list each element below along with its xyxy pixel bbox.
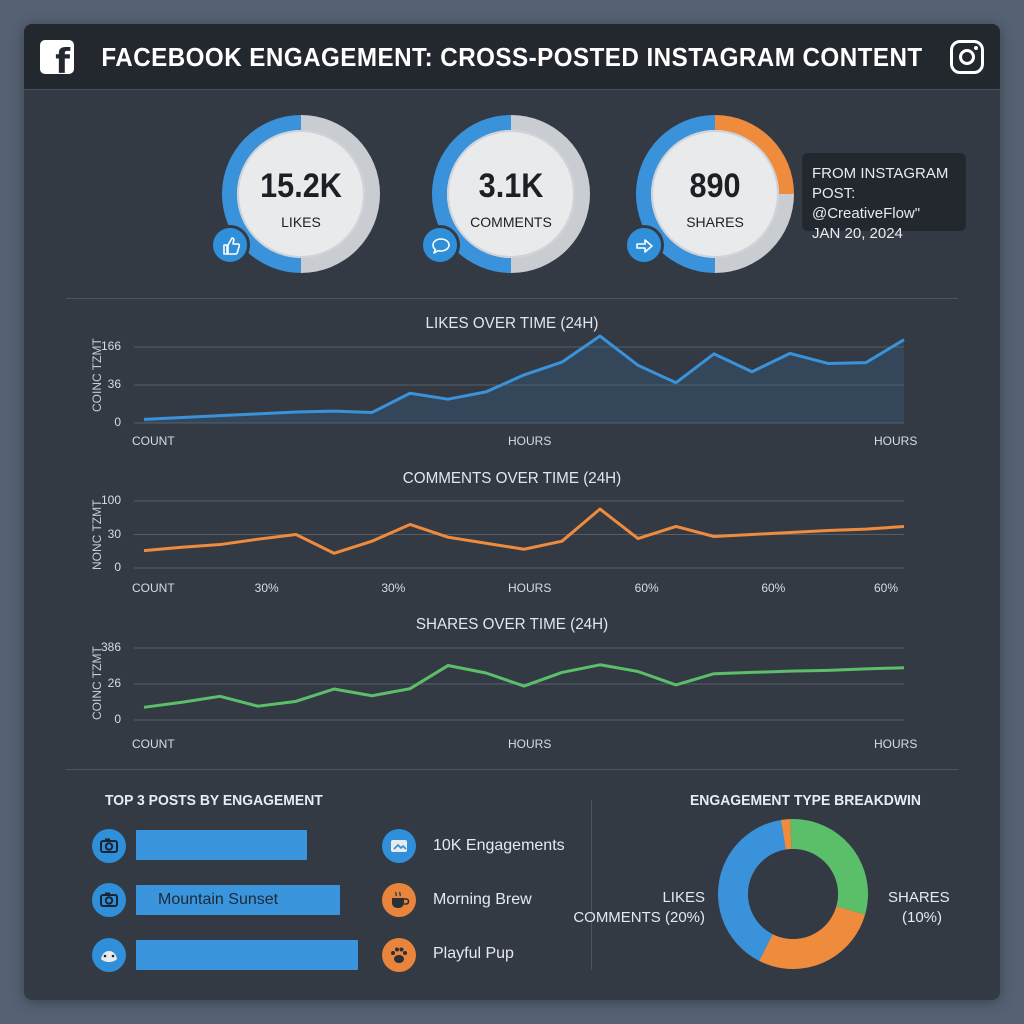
breakdown-title: ENGAGEMENT TYPE BREAKDWIN [690,792,921,809]
x-tick-label: COUNT [132,737,175,751]
instagram-icon[interactable] [950,40,984,74]
source-note-handle: @CreativeFlow" [812,205,921,222]
x-tick-label: 60% [874,581,899,595]
x-tick-label: HOURS [508,434,552,448]
series-line [143,663,905,709]
shares-value: 890 [689,167,741,205]
x-tick-label: 30% [381,581,406,595]
donut-left-labels: LIKES COMMENTS (20%) [573,888,705,928]
title-bar: f FACEBOOK ENGAGEMENT: CROSS-POSTED INST… [24,24,1000,90]
thumbs-up-icon [210,225,250,265]
donut-label-shares-pct: (10%) [902,909,943,926]
dashboard-panel: f FACEBOOK ENGAGEMENT: CROSS-POSTED INST… [24,24,1000,1000]
x-tick-label: 30% [254,581,279,595]
comment-icon [420,225,460,265]
coffee-icon [382,883,416,917]
series-line [143,334,905,421]
donut-slice [718,819,868,969]
share-icon [624,225,664,265]
x-tick-label: 60% [634,581,659,595]
section-separator [591,800,592,970]
x-tick-label: COUNT [132,434,175,448]
donut-label-comments: COMMENTS (20%) [573,909,705,926]
top-post-bar-label: Mountain Sunset [158,891,279,908]
series-line [143,507,905,555]
camera-icon [92,829,126,863]
area-fill [144,336,904,423]
comments-value: 3.1K [478,167,544,205]
x-tick-label: HOURS [508,581,552,595]
divider [66,298,958,299]
likes-metric: 15.2K LIKES [210,115,380,273]
paw-icon [382,938,416,972]
top-post-bar[interactable] [136,830,307,860]
engagement-donut [718,818,868,969]
donut-label-likes: LIKES [662,889,705,906]
source-note-line1: FROM INSTAGRAM POST: [812,165,949,202]
y-tick-label: 26 [107,676,121,690]
source-note: FROM INSTAGRAM POST: @CreativeFlow" JAN … [802,153,966,242]
facebook-icon[interactable]: f [40,40,74,74]
image-icon [382,829,416,863]
divider [66,769,958,770]
y-tick-label: 386 [100,640,121,654]
top-post-bar[interactable]: Mountain Sunset [136,885,340,915]
shares-metric: 890 SHARES [624,115,794,273]
top-post-label[interactable]: Playful Pup [433,945,514,962]
comments-metric: 3.1K COMMENTS [420,115,590,273]
y-tick-label: 0 [114,415,121,429]
line-charts-canvas [134,334,905,721]
likes-value: 15.2K [260,167,342,205]
y-tick-label: 0 [114,560,121,574]
top-post-bar[interactable] [136,940,358,970]
shares-label: SHARES [686,214,744,230]
donut-slice [718,819,868,969]
x-tick-label: 60% [761,581,786,595]
donut-hole [748,849,838,939]
chart-title: COMMENTS OVER TIME (24H) [402,470,622,487]
chart-title: LIKES OVER TIME (24H) [425,315,599,332]
y-tick-label: 100 [100,493,121,507]
top-posts-title: TOP 3 POSTS BY ENGAGEMENT [105,792,323,809]
y-tick-label: 30 [107,526,121,541]
donut-label-shares: SHARES [888,889,950,906]
top-post-label[interactable]: Morning Brew [433,891,532,908]
y-tick-label: 36 [107,377,121,391]
x-tick-label: HOURS [874,434,918,448]
donut-slice [718,818,868,969]
x-tick-label: HOURS [874,737,918,751]
y-tick-label: 0 [114,712,121,726]
camera-icon [92,883,126,917]
y-tick-label: 166 [100,339,121,353]
top-post-label[interactable]: 10K Engagements [433,837,565,854]
x-tick-label: HOURS [508,737,552,751]
comments-label: COMMENTS [470,214,552,230]
source-note-date: JAN 20, 2024 [812,225,903,242]
pet-icon [92,938,126,972]
donut-right-labels: SHARES (10%) [888,888,950,928]
donut-slice [718,819,868,969]
page-title: FACEBOOK ENGAGEMENT: CROSS-POSTED INSTAG… [101,42,923,72]
likes-label: LIKES [281,214,321,230]
x-tick-label: COUNT [132,581,175,595]
chart-title: SHARES OVER TIME (24H) [415,616,609,633]
